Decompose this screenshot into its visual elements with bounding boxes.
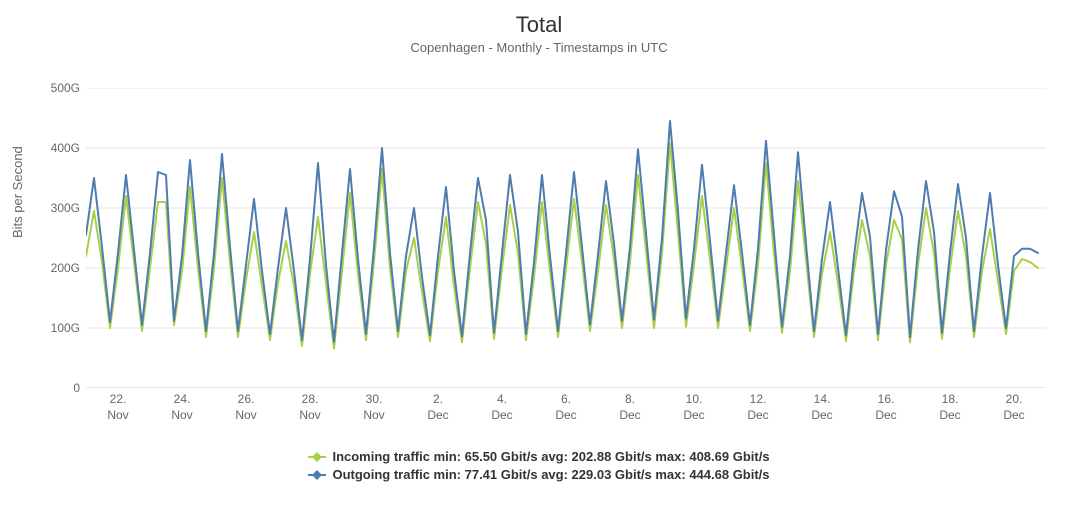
x-tick-label: 8.Dec (600, 392, 660, 423)
chart-subtitle: Copenhagen - Monthly - Timestamps in UTC (0, 38, 1078, 55)
x-tick-label: 6.Dec (536, 392, 596, 423)
y-tick-label: 400G (51, 141, 80, 155)
x-tick-label: 18.Dec (920, 392, 980, 423)
x-tick-label: 26.Nov (216, 392, 276, 423)
legend-label-outgoing: Outgoing traffic min: 77.41 Gbit/s avg: … (332, 466, 769, 484)
y-tick-label: 0 (73, 381, 80, 395)
x-tick-label: 24.Nov (152, 392, 212, 423)
legend-label-incoming: Incoming traffic min: 65.50 Gbit/s avg: … (332, 448, 769, 466)
y-tick-label: 100G (51, 321, 80, 335)
x-tick-label: 2.Dec (408, 392, 468, 423)
x-tick-label: 20.Dec (984, 392, 1044, 423)
x-tick-label: 28.Nov (280, 392, 340, 423)
x-tick-label: 16.Dec (856, 392, 916, 423)
x-tick-label: 22.Nov (88, 392, 148, 423)
diamond-icon (308, 468, 326, 482)
chart-legend: Incoming traffic min: 65.50 Gbit/s avg: … (0, 448, 1078, 484)
x-tick-label: 30.Nov (344, 392, 404, 423)
y-tick-label: 200G (51, 261, 80, 275)
diamond-icon (308, 450, 326, 464)
x-tick-label: 10.Dec (664, 392, 724, 423)
x-tick-label: 4.Dec (472, 392, 532, 423)
y-tick-label: 300G (51, 201, 80, 215)
x-tick-label: 12.Dec (728, 392, 788, 423)
y-axis-label: Bits per Second (10, 146, 25, 238)
legend-item-incoming[interactable]: Incoming traffic min: 65.50 Gbit/s avg: … (0, 448, 1078, 466)
traffic-chart-container: Total Copenhagen - Monthly - Timestamps … (0, 0, 1078, 530)
legend-item-outgoing[interactable]: Outgoing traffic min: 77.41 Gbit/s avg: … (0, 466, 1078, 484)
chart-title: Total (0, 0, 1078, 38)
chart-plot-area (86, 88, 1046, 388)
y-tick-label: 500G (51, 81, 80, 95)
x-tick-label: 14.Dec (792, 392, 852, 423)
